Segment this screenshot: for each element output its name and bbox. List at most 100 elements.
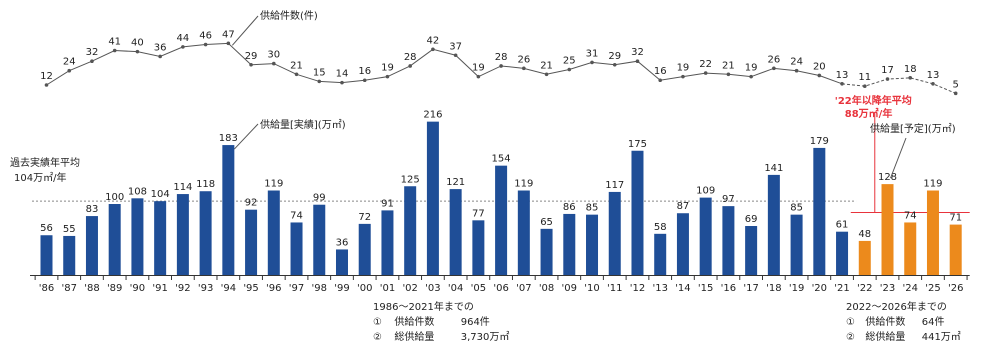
count-label-33: 24 (790, 57, 803, 68)
bar-plan-37 (881, 184, 894, 275)
bar-label-plan-39: 119 (923, 179, 942, 190)
bar-actual-22 (540, 228, 553, 275)
average-actual-label-2: 104万㎡/年 (14, 171, 66, 184)
bar-label-actual-4: 108 (128, 186, 147, 197)
summary-plan-label-2: 総供給量 (865, 332, 906, 343)
count-label-36: 11 (858, 72, 871, 83)
count-point-28 (681, 74, 685, 79)
bar-actual-16 (404, 186, 417, 275)
count-label-6: 44 (177, 33, 190, 44)
x-tick-label-39: '25 (925, 283, 940, 294)
x-tick-label-15: '01 (380, 283, 395, 294)
actual-series-label: 供給量[実績](万㎡) (260, 118, 346, 131)
x-tick-label-20: '06 (493, 283, 508, 294)
summary-plan: 2022～2026年までの ① 供給件数 64件 ② 総供給量 441万㎡ (846, 300, 961, 345)
bar-actual-4 (131, 198, 144, 275)
x-tick-label-12: '98 (312, 283, 327, 294)
bar-label-actual-2: 83 (86, 204, 99, 215)
count-point-20 (499, 64, 503, 68)
average-actual-label-1: 過去実績年平均 (10, 156, 80, 169)
count-label-20: 28 (495, 52, 508, 63)
count-label-22: 21 (540, 60, 553, 71)
count-point-4 (135, 49, 140, 54)
x-tick-label-19: '05 (471, 283, 486, 294)
bar-actual-12 (313, 204, 326, 275)
bar-label-actual-20: 154 (492, 154, 511, 165)
actual-series-leader (233, 123, 259, 150)
bar-label-actual-13: 36 (336, 237, 349, 248)
count-point-27 (658, 78, 663, 83)
x-tick-label-0: '86 (39, 283, 54, 294)
bar-actual-29 (699, 197, 712, 275)
count-label-27: 16 (654, 66, 667, 77)
count-point-22 (544, 72, 549, 77)
count-point-39 (931, 82, 935, 86)
count-label-25: 29 (608, 51, 621, 62)
x-tick-label-25: '11 (607, 283, 622, 294)
count-point-10 (272, 61, 276, 66)
summary-actual-mark-2: ② (373, 332, 382, 343)
summary-plan-mark-1: ① (846, 317, 855, 328)
bar-actual-11 (290, 222, 303, 275)
summary-actual-row-total: ② 総供給量 3,730万㎡ (373, 330, 509, 345)
bar-label-actual-3: 100 (105, 192, 124, 203)
x-tick-label-30: '16 (721, 283, 736, 294)
bar-actual-18 (449, 189, 462, 275)
count-label-14: 16 (358, 66, 371, 77)
bar-label-actual-27: 58 (654, 222, 667, 233)
bar-actual-8 (222, 145, 235, 275)
bar-actual-26 (631, 150, 644, 275)
count-point-18 (453, 53, 458, 58)
x-tick-label-32: '18 (766, 283, 781, 294)
x-tick-label-33: '19 (789, 283, 804, 294)
bar-label-actual-5: 104 (151, 189, 170, 200)
bar-actual-0 (40, 235, 53, 275)
bar-label-actual-0: 56 (40, 223, 53, 234)
bar-label-plan-37: 128 (878, 172, 897, 183)
count-point-16 (408, 64, 412, 68)
count-point-14 (362, 78, 367, 83)
bar-actual-10 (267, 190, 280, 275)
summary-plan-title: 2022～2026年までの (846, 302, 947, 313)
count-label-28: 19 (677, 63, 690, 74)
summary-plan-label-1: 供給件数 (865, 317, 906, 328)
summary-plan-value-2: 441万㎡ (921, 332, 961, 343)
count-point-13 (340, 80, 344, 85)
bar-label-actual-21: 119 (514, 179, 533, 190)
bar-label-actual-19: 77 (472, 208, 485, 219)
bar-plan-38 (904, 222, 917, 275)
bar-actual-20 (495, 165, 508, 275)
summary-actual-title: 1986～2021年までの (373, 302, 474, 313)
count-label-21: 26 (517, 54, 530, 65)
count-label-9: 29 (245, 51, 258, 62)
count-point-2 (90, 59, 94, 63)
x-tick-label-13: '99 (334, 283, 349, 294)
bar-label-actual-10: 119 (264, 179, 283, 190)
x-tick-label-29: '15 (698, 283, 713, 294)
count-label-4: 40 (131, 38, 144, 49)
bar-label-plan-38: 74 (904, 210, 917, 221)
bar-label-plan-40: 71 (949, 213, 962, 224)
summary-plan-row-count: ① 供給件数 64件 (846, 315, 961, 330)
summary-actual-mark-1: ① (373, 317, 382, 328)
count-label-31: 19 (745, 63, 758, 74)
count-series-label: 供給件数(件) (260, 9, 318, 22)
count-label-19: 19 (472, 63, 485, 74)
bar-label-actual-25: 117 (605, 180, 624, 191)
plan-series-leader (890, 137, 907, 179)
x-tick-label-16: '02 (402, 283, 417, 294)
bar-label-actual-24: 85 (586, 203, 599, 214)
count-point-0 (44, 83, 49, 87)
count-point-7 (203, 42, 208, 47)
bar-actual-35 (836, 231, 849, 275)
count-point-40 (953, 91, 958, 96)
count-point-35 (840, 82, 844, 86)
count-label-26: 32 (631, 47, 644, 58)
x-tick-label-2: '88 (84, 283, 99, 294)
x-tick-label-34: '20 (812, 283, 827, 294)
bar-actual-17 (426, 121, 439, 275)
count-label-17: 42 (427, 35, 440, 46)
bar-actual-23 (563, 213, 576, 275)
bar-label-actual-1: 55 (63, 224, 76, 235)
count-point-15 (385, 74, 390, 79)
